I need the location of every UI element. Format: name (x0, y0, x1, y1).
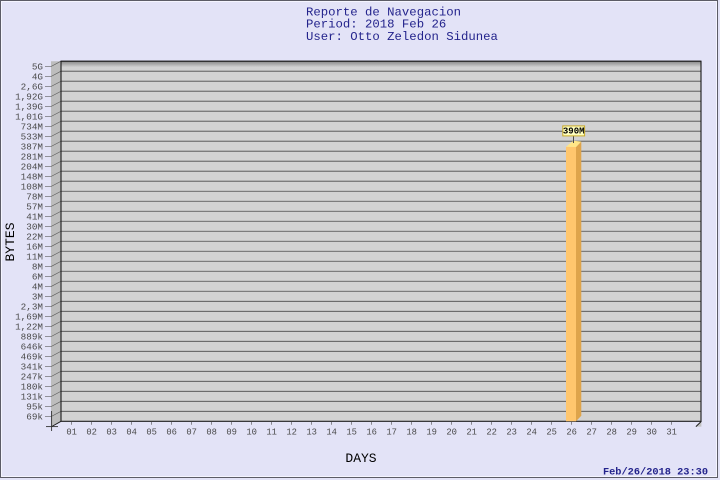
svg-text:23: 23 (506, 427, 517, 437)
svg-text:19: 19 (426, 427, 437, 437)
svg-text:16: 16 (366, 427, 377, 437)
svg-text:09: 09 (226, 427, 237, 437)
svg-text:07: 07 (186, 427, 197, 437)
svg-text:06: 06 (166, 427, 177, 437)
svg-text:26: 26 (566, 427, 577, 437)
svg-text:BYTES: BYTES (3, 222, 18, 261)
svg-text:Feb/26/2018 23:30: Feb/26/2018 23:30 (603, 467, 708, 479)
svg-text:03: 03 (106, 427, 117, 437)
svg-text:17: 17 (386, 427, 397, 437)
svg-text:04: 04 (126, 427, 137, 437)
svg-text:12: 12 (286, 427, 297, 437)
svg-text:69k: 69k (26, 412, 43, 423)
svg-text:31: 31 (666, 427, 677, 437)
svg-text:13: 13 (306, 427, 317, 437)
svg-text:27: 27 (586, 427, 597, 437)
svg-text:28: 28 (606, 427, 617, 437)
svg-text:25: 25 (546, 427, 557, 437)
svg-text:05: 05 (146, 427, 157, 437)
svg-text:08: 08 (206, 427, 217, 437)
svg-text:14: 14 (326, 427, 337, 437)
svg-text:DAYS: DAYS (345, 451, 376, 466)
svg-text:02: 02 (86, 427, 97, 437)
svg-text:11: 11 (266, 427, 277, 437)
svg-text:22: 22 (486, 427, 497, 437)
svg-text:15: 15 (346, 427, 357, 437)
svg-text:390M: 390M (563, 127, 585, 137)
svg-text:01: 01 (66, 427, 77, 437)
svg-text:User: Otto Zeledon Sidunea: User: Otto Zeledon Sidunea (306, 30, 498, 44)
svg-text:24: 24 (526, 427, 537, 437)
svg-text:20: 20 (446, 427, 457, 437)
svg-text:10: 10 (246, 427, 257, 437)
svg-text:29: 29 (626, 427, 637, 437)
svg-text:30: 30 (646, 427, 657, 437)
svg-text:21: 21 (466, 427, 477, 437)
svg-text:18: 18 (406, 427, 417, 437)
